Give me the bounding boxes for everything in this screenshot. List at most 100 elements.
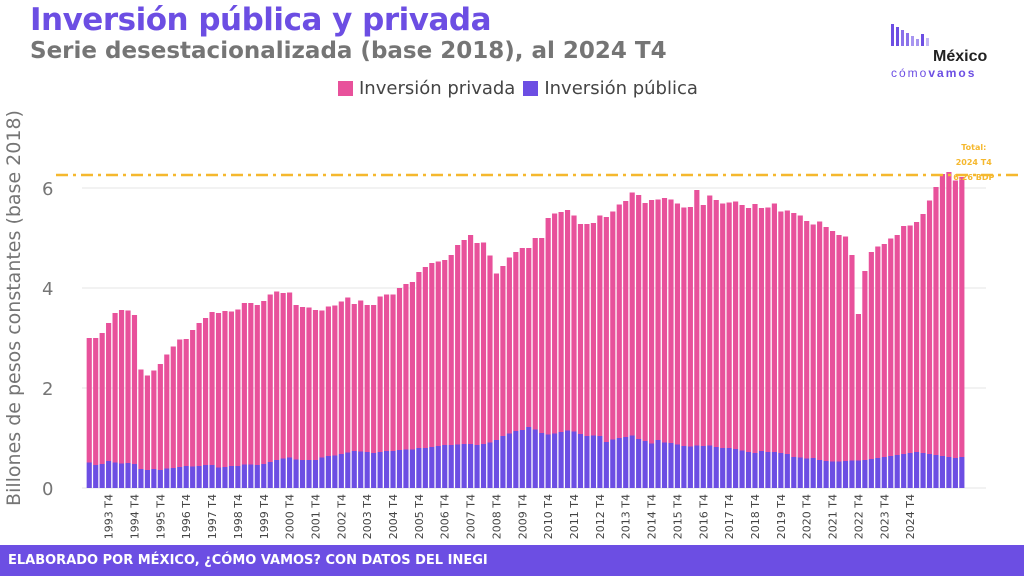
bar-public — [306, 460, 312, 488]
x-tick-label: 2002 T4 — [335, 494, 348, 539]
bar-public — [836, 461, 842, 488]
bar-public — [267, 462, 273, 488]
bar-private — [157, 364, 163, 470]
bar-public — [396, 450, 403, 488]
bar-public — [112, 462, 118, 488]
bar-public — [616, 438, 622, 488]
bar-private — [190, 330, 196, 467]
bar-public — [752, 453, 758, 488]
bar-public — [403, 449, 409, 488]
bar-public — [151, 469, 157, 488]
logo: México cómovamos — [885, 22, 1005, 84]
bar-public — [235, 466, 241, 488]
bar-public — [287, 457, 293, 488]
bar-public — [855, 460, 861, 488]
bar-private — [758, 208, 765, 451]
bar-private — [228, 311, 235, 466]
bar-public — [409, 449, 415, 488]
bar-public — [914, 452, 920, 488]
bar-public — [532, 429, 538, 488]
bar-public — [823, 461, 829, 488]
bar-public — [694, 445, 700, 488]
bar-private — [118, 310, 125, 464]
bar-private — [86, 338, 92, 463]
bar-private — [377, 296, 383, 452]
bar-private — [564, 210, 571, 431]
bar-public — [959, 457, 965, 488]
bar-public — [241, 464, 247, 488]
bar-private — [209, 312, 215, 465]
bar-public — [274, 460, 280, 488]
bar-private — [707, 195, 713, 446]
bar-private — [338, 301, 344, 454]
bar-private — [325, 306, 331, 456]
bar-public — [875, 458, 881, 488]
bar-public — [144, 470, 150, 488]
x-tick-label: 2009 T4 — [516, 494, 529, 539]
bar-private — [829, 231, 836, 462]
bar-public — [390, 451, 396, 488]
x-tick-label: 2017 T4 — [723, 494, 736, 539]
x-tick-label: 2016 T4 — [697, 494, 710, 539]
bar-private — [894, 235, 900, 455]
y-tick-label: 0 — [42, 479, 53, 500]
x-tick-label: 2010 T4 — [542, 494, 555, 539]
x-tick-label: 2001 T4 — [310, 494, 323, 539]
x-tick-label: 2012 T4 — [594, 494, 607, 539]
bar-public — [338, 454, 344, 488]
bar-public — [468, 444, 474, 488]
bar-public — [416, 448, 422, 488]
bar-public — [377, 452, 383, 488]
bar-private — [810, 224, 816, 458]
y-tick-label: 4 — [42, 279, 53, 300]
bar-private — [215, 313, 222, 468]
chart-title: Inversión pública y privada — [30, 2, 492, 38]
bar-private — [674, 203, 681, 445]
bar-private — [791, 213, 797, 457]
bar-public — [358, 451, 364, 488]
bar-private — [222, 311, 228, 467]
bar-public — [590, 435, 596, 488]
x-tick-label: 1995 T4 — [154, 494, 167, 539]
x-tick-label: 2023 T4 — [878, 494, 891, 539]
bar-public — [946, 457, 952, 488]
bar-public — [131, 464, 138, 488]
bar-public — [603, 442, 609, 488]
bar-public — [345, 452, 351, 488]
bar-private — [319, 310, 325, 458]
bar-private — [616, 204, 622, 438]
bar-private — [177, 339, 183, 467]
bar-private — [933, 187, 939, 455]
bar-private — [623, 201, 629, 437]
bar-private — [144, 375, 150, 470]
y-tick-label: 2 — [42, 379, 53, 400]
x-tick-label: 2024 T4 — [904, 494, 917, 539]
x-tick-label: 1994 T4 — [129, 494, 142, 539]
bar-public — [539, 433, 545, 488]
bar-private — [636, 195, 642, 439]
logo-sub-prefix: cómo — [891, 66, 929, 80]
bar-private — [513, 252, 519, 431]
reference-line-label: 6.26 BDP — [953, 173, 994, 182]
x-tick-label: 2019 T4 — [775, 494, 788, 539]
bar-private — [280, 293, 286, 459]
bar-public — [926, 454, 933, 488]
bar-private — [881, 244, 887, 457]
bar-private — [487, 255, 493, 443]
bar-public — [907, 453, 913, 488]
bar-private — [390, 294, 396, 451]
bar-public — [636, 439, 642, 488]
bar-public — [164, 468, 170, 488]
x-tick-label: 2022 T4 — [852, 494, 865, 539]
bar-private — [597, 215, 603, 436]
bar-public — [93, 465, 99, 488]
bar-private — [299, 307, 306, 460]
bar-public — [474, 445, 480, 488]
bar-private — [700, 205, 706, 446]
bar-private — [823, 227, 829, 461]
x-tick-label: 2006 T4 — [439, 494, 452, 539]
bar-private — [842, 236, 849, 461]
bar-private — [959, 177, 965, 457]
bar-public — [745, 452, 752, 488]
bar-public — [597, 436, 603, 488]
